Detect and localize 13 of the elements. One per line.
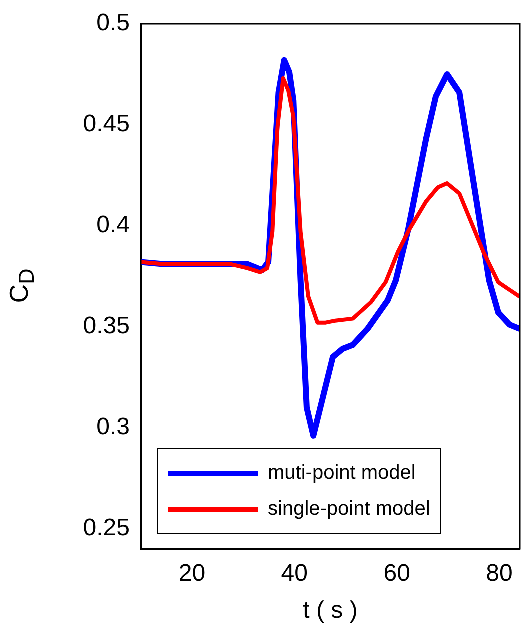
x-axis-title: t ( s ) (303, 597, 358, 624)
y-tick-label: 0.4 (96, 212, 130, 239)
legend-label: muti-point model (268, 462, 416, 484)
y-tick-label: 0.25 (83, 514, 130, 542)
y-tick-label: 0.5 (96, 10, 130, 37)
legend-label: single-point model (268, 498, 430, 520)
x-tick-label: 60 (384, 560, 410, 588)
y-tick-label: 0.45 (83, 110, 130, 138)
x-tick-label: 20 (178, 560, 206, 588)
x-tick-label: 80 (486, 560, 513, 588)
x-tick-label: 40 (281, 560, 308, 588)
y-tick-label: 0.3 (96, 413, 130, 440)
y-tick-label: 0.35 (83, 312, 130, 340)
